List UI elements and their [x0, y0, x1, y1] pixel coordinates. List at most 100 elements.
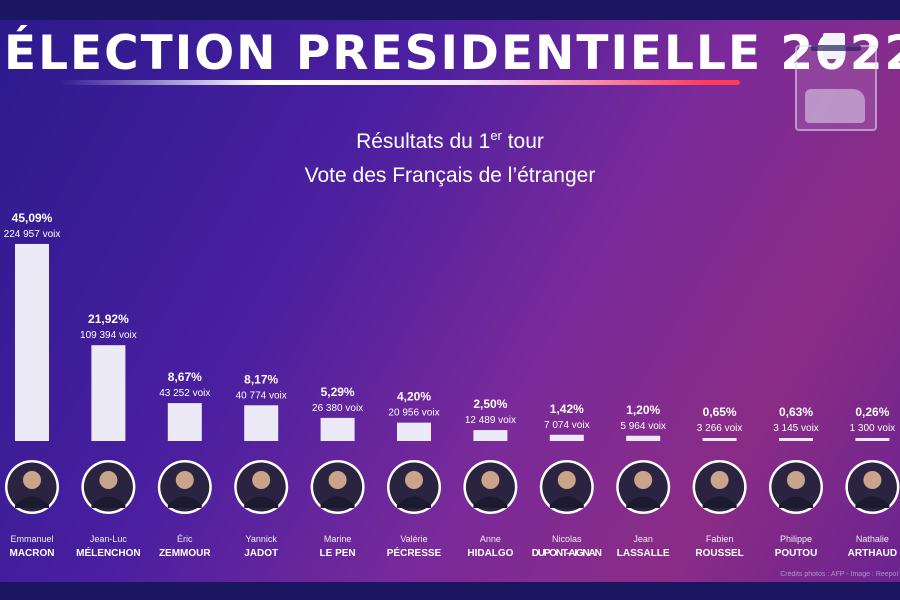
candidate-lastname-3: ZEMMOUR — [159, 548, 211, 559]
avatar-shoulders — [15, 496, 49, 508]
votes-label-12: 1 300 voix — [850, 423, 896, 434]
percent-label-11: 0,63% — [779, 405, 813, 419]
avatar-head — [634, 471, 653, 489]
candidate-lastname-1: MACRON — [10, 548, 55, 559]
candidate-firstname-11: Philippe — [780, 534, 812, 544]
candidate-lastname-2: MÉLENCHON — [76, 546, 140, 559]
candidate-avatar-1 — [5, 460, 59, 514]
candidate-firstname-8: Nicolas — [552, 534, 582, 544]
votes-label-3: 43 252 voix — [159, 388, 210, 399]
candidate-firstname-12: Nathalie — [856, 534, 889, 544]
bar-11 — [779, 438, 813, 441]
candidate-avatar-8 — [539, 460, 594, 514]
avatar-shoulders — [855, 496, 890, 508]
candidate-avatar-7 — [463, 460, 518, 514]
subtitle-abroad: Vote des Français de l’étranger — [304, 164, 596, 187]
subtitle-round-main: Résultats du 1 — [356, 130, 491, 153]
candidate-firstname-4: Yannick — [246, 534, 278, 544]
avatar-head — [557, 471, 576, 489]
percent-label-2: 21,92% — [88, 312, 129, 326]
candidate-avatar-4 — [234, 460, 289, 514]
avatar-head — [252, 471, 271, 489]
votes-label-10: 3 266 voix — [697, 423, 743, 434]
subtitle-round: Résultats du 1er tour — [0, 128, 900, 154]
candidate-avatar-11 — [769, 460, 823, 514]
bar-1 — [15, 243, 49, 441]
candidate-firstname-3: Éric — [177, 534, 193, 544]
candidate-avatar-5 — [310, 460, 365, 514]
candidate-firstname-2: Jean-Luc — [90, 534, 128, 544]
candidate-avatar-9 — [616, 460, 671, 514]
candidate-avatar-2 — [81, 460, 136, 514]
votes-label-1: 224 957 voix — [4, 229, 61, 240]
bar-6 — [397, 422, 431, 441]
avatar-head — [23, 471, 41, 489]
percent-label-4: 8,17% — [244, 372, 278, 386]
bar-10 — [702, 438, 737, 441]
percent-label-1: 45,09% — [12, 211, 53, 225]
bar-5 — [320, 417, 355, 441]
candidate-avatar-6 — [387, 460, 441, 514]
candidate-avatar-3 — [157, 460, 212, 514]
votes-label-8: 7 074 voix — [544, 420, 590, 431]
avatar-head — [175, 471, 194, 489]
percent-label-6: 4,20% — [397, 390, 431, 404]
page-title: ÉLECTION PRESIDENTIELLE 2022 — [4, 26, 900, 81]
bar-9 — [626, 435, 661, 441]
candidate-firstname-1: Emmanuel — [10, 534, 53, 544]
avatar-shoulders — [473, 496, 508, 508]
candidate-lastname-12: ARTHAUD — [848, 548, 897, 559]
bar-2 — [91, 345, 126, 441]
votes-label-2: 109 394 voix — [80, 330, 137, 341]
avatar-shoulders — [91, 496, 126, 508]
bar-8 — [549, 434, 584, 441]
candidate-firstname-9: Jean — [633, 534, 653, 544]
subtitle-round-end: tour — [501, 130, 544, 153]
votes-label-6: 20 956 voix — [388, 408, 439, 419]
votes-label-7: 12 489 voix — [465, 415, 516, 426]
ballot-papers-pile — [805, 89, 865, 123]
candidate-firstname-7: Anne — [480, 534, 501, 544]
candidate-lastname-7: HIDALGO — [467, 548, 513, 559]
avatar-head — [99, 471, 118, 489]
candidate-lastname-5: LE PEN — [320, 548, 356, 559]
percent-label-10: 0,65% — [703, 405, 737, 419]
subtitle-round-sup: er — [490, 128, 502, 143]
title-underline — [60, 80, 740, 85]
candidate-lastname-10: ROUSSEL — [695, 548, 743, 559]
candidate-lastname-4: JADOT — [244, 548, 278, 559]
photo-credit: Crédits photos : AFP - Image : Reepol — [780, 571, 898, 578]
percent-label-8: 1,42% — [550, 402, 584, 416]
candidate-firstname-6: Valérie — [400, 534, 427, 544]
votes-label-9: 5 964 voix — [620, 421, 666, 432]
ballot-box-icon — [795, 33, 877, 131]
avatar-shoulders — [549, 496, 584, 508]
candidate-lastname-9: LASSALLE — [617, 548, 670, 559]
avatar-head — [481, 471, 500, 489]
candidate-lastname-11: POUTOU — [775, 548, 818, 559]
candidate-avatar-10 — [692, 460, 747, 514]
avatar-shoulders — [626, 496, 661, 508]
votes-label-4: 40 774 voix — [236, 390, 287, 401]
avatar-shoulders — [702, 496, 737, 508]
bar-7 — [473, 430, 508, 441]
percent-label-12: 0,26% — [855, 405, 889, 419]
candidate-firstname-10: Fabien — [706, 534, 734, 544]
avatar-shoulders — [244, 496, 279, 508]
candidate-firstname-5: Marine — [324, 534, 352, 544]
votes-label-5: 26 380 voix — [312, 403, 363, 414]
avatar-head — [863, 471, 882, 489]
avatar-shoulders — [167, 496, 202, 508]
avatar-head — [405, 471, 423, 489]
bar-3 — [167, 403, 202, 441]
candidate-avatar-12 — [845, 460, 900, 514]
votes-label-11: 3 145 voix — [773, 423, 819, 434]
candidate-lastname-6: PÉCRESSE — [387, 546, 442, 559]
avatar-head — [328, 471, 347, 489]
avatar-head — [710, 471, 729, 489]
percent-label-7: 2,50% — [473, 397, 507, 411]
candidate-lastname-8: DUPONT-AIGNAN — [532, 548, 602, 559]
avatar-head — [787, 471, 805, 489]
